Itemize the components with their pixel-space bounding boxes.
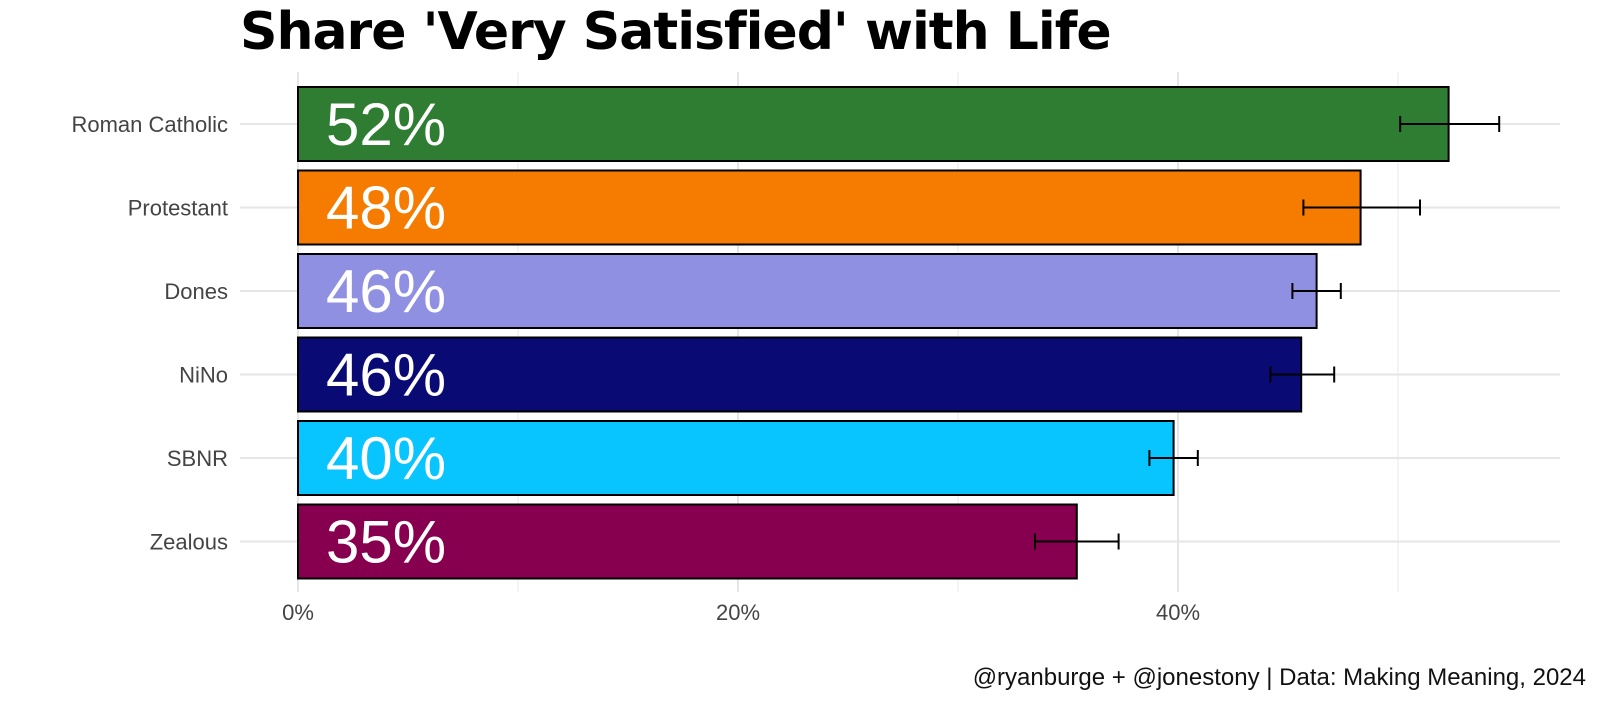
category-label: Zealous <box>150 530 228 555</box>
category-label: SBNR <box>167 446 228 471</box>
bar-nino <box>297 336 1303 413</box>
data-label: 35% <box>326 509 446 576</box>
bar-roman-catholic <box>297 86 1450 162</box>
category-label: NiNo <box>179 363 228 388</box>
bar-sbnr <box>297 420 1175 496</box>
error-bar <box>1291 283 1342 299</box>
error-bar <box>1399 116 1501 132</box>
bar-dones <box>297 253 1318 329</box>
category-label: Roman Catholic <box>71 112 228 137</box>
data-labels: 52% 48% 46% 46% 40% 35% <box>326 91 446 576</box>
error-bar <box>1148 450 1199 466</box>
bars <box>297 86 1450 580</box>
error-bars <box>1034 116 1501 550</box>
x-tick-label: 20% <box>716 600 760 625</box>
error-bar <box>1269 366 1336 383</box>
error-bar <box>1302 199 1421 216</box>
x-tick-label: 0% <box>282 600 314 625</box>
error-bar <box>1034 533 1120 550</box>
data-label: 52% <box>326 91 446 158</box>
axes: Roman Catholic Protestant Dones NiNo SBNR Zea… <box>71 112 1200 625</box>
bar-protestant <box>297 169 1362 246</box>
data-label: 40% <box>326 425 446 492</box>
x-tick-label: 40% <box>1156 600 1200 625</box>
category-label: Protestant <box>128 196 228 221</box>
chart-caption: @ryanburge + @jonestony | Data: Making M… <box>972 664 1586 691</box>
chart-title: Share 'Very Satisfied' with Life <box>240 2 1112 62</box>
data-label: 46% <box>326 258 446 325</box>
data-label: 48% <box>326 175 446 242</box>
category-label: Dones <box>164 279 228 304</box>
data-label: 46% <box>326 342 446 409</box>
